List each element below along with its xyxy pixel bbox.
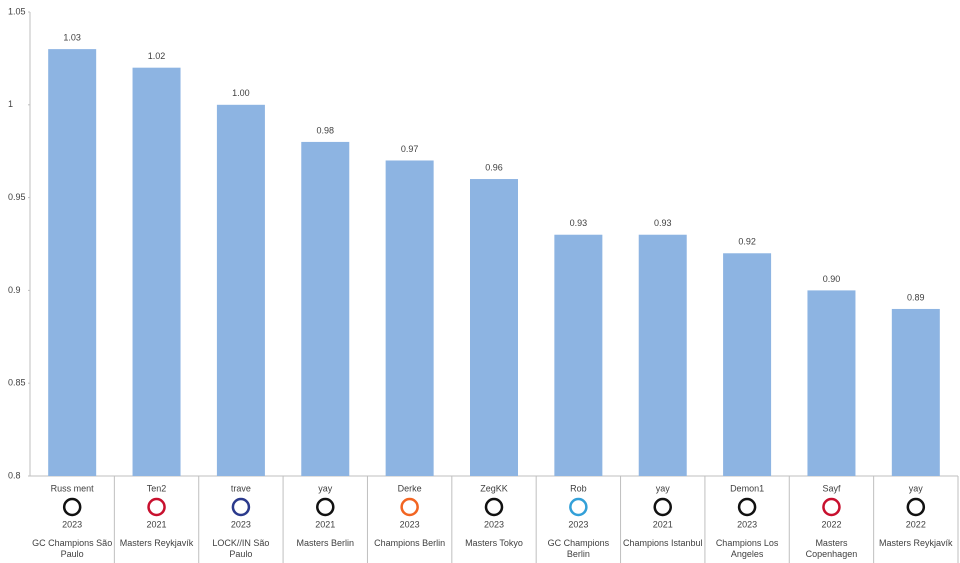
bar <box>807 290 856 476</box>
value-label: 0.93 <box>570 218 588 228</box>
team-logo <box>569 497 588 517</box>
bar <box>216 104 265 477</box>
x-tick-label: ZegKK <box>480 483 508 493</box>
y-tick-label: 1 <box>8 99 13 109</box>
event-box: GC Champions São Paulo <box>32 538 113 559</box>
value-label: 0.89 <box>907 292 925 302</box>
bar <box>891 308 940 476</box>
value-label: 0.90 <box>823 274 841 284</box>
event-box: Masters Tokyo <box>465 538 523 548</box>
value-label: 0.98 <box>317 125 335 135</box>
event-label: Masters Berlin <box>296 538 355 548</box>
year-label: 2023 <box>484 519 504 529</box>
x-tick-label: yay <box>909 483 924 493</box>
y-tick-label: 0.95 <box>8 192 26 202</box>
value-label: 1.03 <box>63 32 81 42</box>
x-tick-label: Ten2 <box>147 483 167 493</box>
team-logo <box>484 497 504 517</box>
x-tick-label: Derke <box>398 483 422 493</box>
value-label: 0.97 <box>401 144 419 154</box>
year-label: 2023 <box>62 519 82 529</box>
event-box: Masters Copenhagen <box>805 538 858 559</box>
team-logo <box>906 497 926 517</box>
x-tick-label: Russ ment <box>51 483 95 493</box>
bar <box>723 253 772 476</box>
team-logo <box>316 497 335 517</box>
year-label: 2021 <box>147 519 167 529</box>
bar <box>301 141 350 477</box>
x-tick-label: trave <box>231 483 251 493</box>
bar <box>638 234 687 476</box>
bar <box>385 160 434 477</box>
bar <box>48 49 97 477</box>
event-label: Champions Istanbul <box>622 538 703 548</box>
team-logo <box>822 497 841 517</box>
value-label: 1.00 <box>232 88 250 98</box>
event-label: Champions Berlin <box>374 538 446 548</box>
value-label: 0.96 <box>485 162 503 172</box>
event-label: GC Champions São Paulo <box>32 538 113 559</box>
team-logo <box>737 497 757 517</box>
x-tick-label: Sayf <box>822 483 841 493</box>
x-tick-label: Demon1 <box>730 483 764 493</box>
value-label: 0.93 <box>654 218 672 228</box>
team-logo <box>231 497 251 517</box>
y-tick-label: 0.8 <box>8 470 21 480</box>
y-tick-label: 1.05 <box>8 6 26 16</box>
team-logo <box>62 497 82 517</box>
event-box: Masters Reykjavík <box>119 538 194 548</box>
event-label: Masters Reykjavík <box>119 538 194 548</box>
bar <box>132 67 181 477</box>
value-label: 1.02 <box>148 51 166 61</box>
event-label: Masters Copenhagen <box>805 538 858 559</box>
year-label: 2022 <box>821 519 841 529</box>
value-label: 0.92 <box>738 237 756 247</box>
y-tick-label: 0.85 <box>8 378 26 388</box>
event-box: GC Champions Berlin <box>547 538 610 559</box>
event-box: Champions Los Angeles <box>715 538 779 559</box>
x-tick-label: yay <box>656 483 671 493</box>
x-tick-label: Rob <box>570 483 587 493</box>
event-box: LOCK//IN São Paulo <box>212 538 270 559</box>
team-logo <box>147 497 166 517</box>
team-logo <box>400 497 419 517</box>
event-label: Masters Reykjavík <box>879 538 953 548</box>
event-box: Champions Berlin <box>374 538 446 548</box>
y-tick-label: 0.9 <box>8 285 21 295</box>
bar <box>554 234 603 476</box>
event-box: Masters Reykjavík <box>879 538 953 548</box>
event-box: Champions Istanbul <box>622 538 703 548</box>
year-label: 2023 <box>400 519 420 529</box>
bar <box>470 179 518 477</box>
event-label: Champions Los Angeles <box>715 538 779 559</box>
event-box: Masters Berlin <box>296 538 355 548</box>
team-logo <box>653 497 672 517</box>
year-label: 2021 <box>653 519 673 529</box>
x-tick-label: yay <box>318 483 333 493</box>
year-label: 2023 <box>231 519 251 529</box>
event-label: GC Champions Berlin <box>547 538 610 559</box>
year-label: 2021 <box>315 519 335 529</box>
event-label: Masters Tokyo <box>465 538 523 548</box>
year-label: 2022 <box>906 519 926 529</box>
year-label: 2023 <box>568 519 588 529</box>
year-label: 2023 <box>737 519 757 529</box>
event-label: LOCK//IN São Paulo <box>212 538 270 559</box>
